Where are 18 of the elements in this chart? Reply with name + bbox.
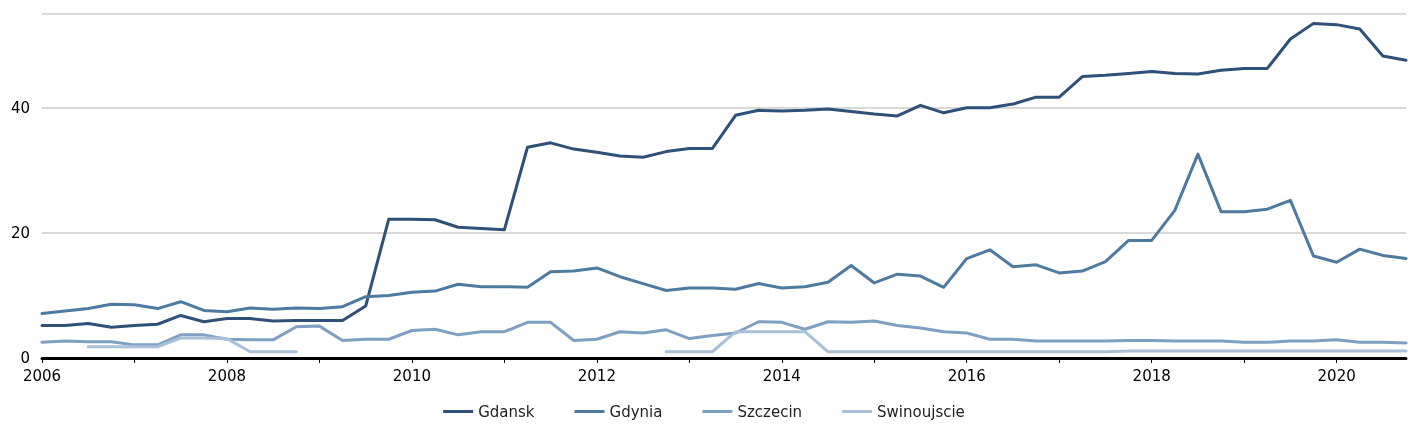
x-tick-label: 2020	[1317, 366, 1356, 385]
y-tick-label: 40	[10, 98, 30, 117]
x-tick-label: 2018	[1132, 366, 1171, 385]
x-tick-label: 2012	[577, 366, 616, 385]
legend-label: Szczecin	[737, 402, 803, 421]
line-series	[40, 319, 1408, 347]
x-tick-label: 2014	[762, 366, 801, 385]
y-tick-label: 20	[10, 223, 30, 242]
legend-label: Gdansk	[478, 402, 535, 421]
line-series	[40, 21, 1408, 329]
x-tick-label: 2008	[207, 366, 247, 385]
line-series	[40, 152, 1408, 316]
x-tick-label: 2010	[392, 366, 431, 385]
x-tick-label: 2016	[947, 366, 986, 385]
legend-label: Gdynia	[609, 402, 663, 421]
x-tick-label: 2006	[22, 366, 62, 385]
y-tick-label: 0	[20, 349, 30, 367]
legend-label: Swinoujscie	[877, 402, 965, 421]
